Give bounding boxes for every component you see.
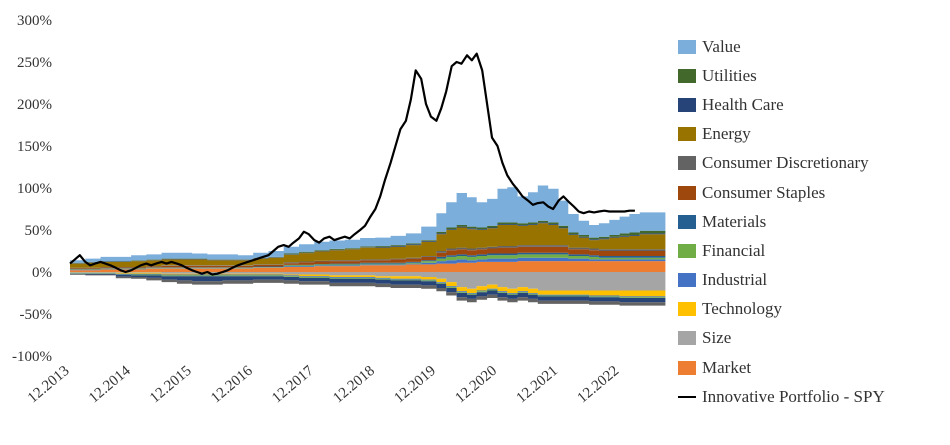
x-tick-label: 12.2022: [575, 363, 623, 407]
negative-area-health-care: [70, 273, 666, 303]
negative-area-financial: [70, 273, 666, 298]
legend-swatch: [678, 360, 696, 375]
positive-area-financial: [70, 254, 666, 270]
legend-label: Market: [702, 357, 752, 377]
legend-label: Financial: [702, 240, 766, 260]
legend-item-size: Size: [678, 324, 950, 353]
legend-label: Energy: [702, 124, 751, 144]
legend-item-industrial: Industrial: [678, 266, 950, 295]
legend-swatch: [678, 243, 696, 258]
legend-label: Consumer Discretionary: [702, 153, 869, 173]
legend-swatch: [678, 68, 696, 83]
legend-swatch: [678, 302, 696, 317]
x-tick-label: 12.2021: [514, 363, 562, 407]
legend-swatch: [678, 331, 696, 346]
legend-label: Innovative Portfolio - SPY: [702, 386, 885, 406]
negative-area-technology: [70, 272, 666, 297]
legend-item-energy: Energy: [678, 120, 950, 149]
legend-swatch: [678, 185, 696, 200]
legend-swatch: [678, 39, 696, 54]
legend-item-utilities: Utilities: [678, 61, 950, 90]
legend-item-value: Value: [678, 32, 950, 61]
legend-swatch: [678, 127, 696, 142]
legend-item-health-care: Health Care: [678, 90, 950, 119]
line-layer: [69, 52, 635, 276]
y-tick-label: 50%: [25, 223, 53, 239]
legend-item-consumer-discretionary: Consumer Discretionary: [678, 149, 950, 178]
negative-area-size: [70, 272, 666, 291]
legend-swatch: [678, 97, 696, 112]
y-tick-label: -50%: [20, 307, 53, 323]
x-tick-label: 12.2020: [452, 363, 500, 407]
positive-area-industrial: [70, 257, 666, 271]
y-tick-label: 100%: [17, 181, 52, 197]
positive-area-market: [70, 261, 666, 272]
legend-item-innovative-portfolio-spy: Innovative Portfolio - SPY: [678, 382, 950, 411]
legend-item-materials: Materials: [678, 207, 950, 236]
x-tick-label: 12.2018: [330, 363, 378, 407]
negative-area-industrial: [70, 272, 666, 298]
legend-line-swatch: [678, 395, 696, 398]
y-tick-label: 0%: [32, 265, 52, 281]
positive-area-energy: [70, 223, 666, 268]
x-tick-label: 12.2017: [269, 362, 317, 406]
line-innovative-portfolio-spy: [69, 52, 635, 276]
legend-label: Size: [702, 328, 732, 348]
negative-area-consumer-discretionary: [70, 274, 666, 306]
y-tick-label: 250%: [17, 55, 52, 71]
legend-label: Consumer Staples: [702, 182, 826, 202]
legend-swatch: [678, 214, 696, 229]
negative-areas: [70, 272, 666, 306]
legend-swatch: [678, 273, 696, 288]
legend-item-consumer-staples: Consumer Staples: [678, 178, 950, 207]
y-axis-labels: 300% 250% 200% 150% 100% 50% 0% -50% -100%: [12, 13, 52, 365]
legend: Value Utilities Health Care Energy Consumer …: [678, 32, 950, 411]
positive-area-consumer-staples: [70, 246, 666, 270]
legend-label: Materials: [702, 211, 767, 231]
y-tick-label: 150%: [17, 139, 52, 155]
legend-label: Utilities: [702, 65, 757, 85]
legend-label: Industrial: [702, 270, 768, 290]
x-tick-label: 12.2019: [391, 363, 439, 407]
legend-swatch: [678, 156, 696, 171]
x-tick-label: 12.2014: [86, 362, 134, 406]
x-tick-label: 12.2013: [25, 363, 73, 407]
legend-label: Technology: [702, 299, 783, 319]
legend-item-financial: Financial: [678, 236, 950, 265]
positive-area-value: [70, 185, 666, 263]
y-tick-label: -100%: [12, 349, 52, 365]
legend-item-market: Market: [678, 353, 950, 382]
legend-label: Health Care: [702, 94, 784, 114]
x-axis-labels: 12.2013 12.2014 12.2015 12.2016 12.2017 12.20…: [25, 362, 622, 406]
legend-label: Value: [702, 36, 741, 56]
x-tick-label: 12.2015: [147, 363, 195, 407]
x-tick-label: 12.2016: [208, 362, 256, 406]
legend-item-technology: Technology: [678, 295, 950, 324]
positive-areas: [70, 185, 666, 272]
y-tick-label: 200%: [17, 97, 52, 113]
y-tick-label: 300%: [17, 13, 52, 29]
